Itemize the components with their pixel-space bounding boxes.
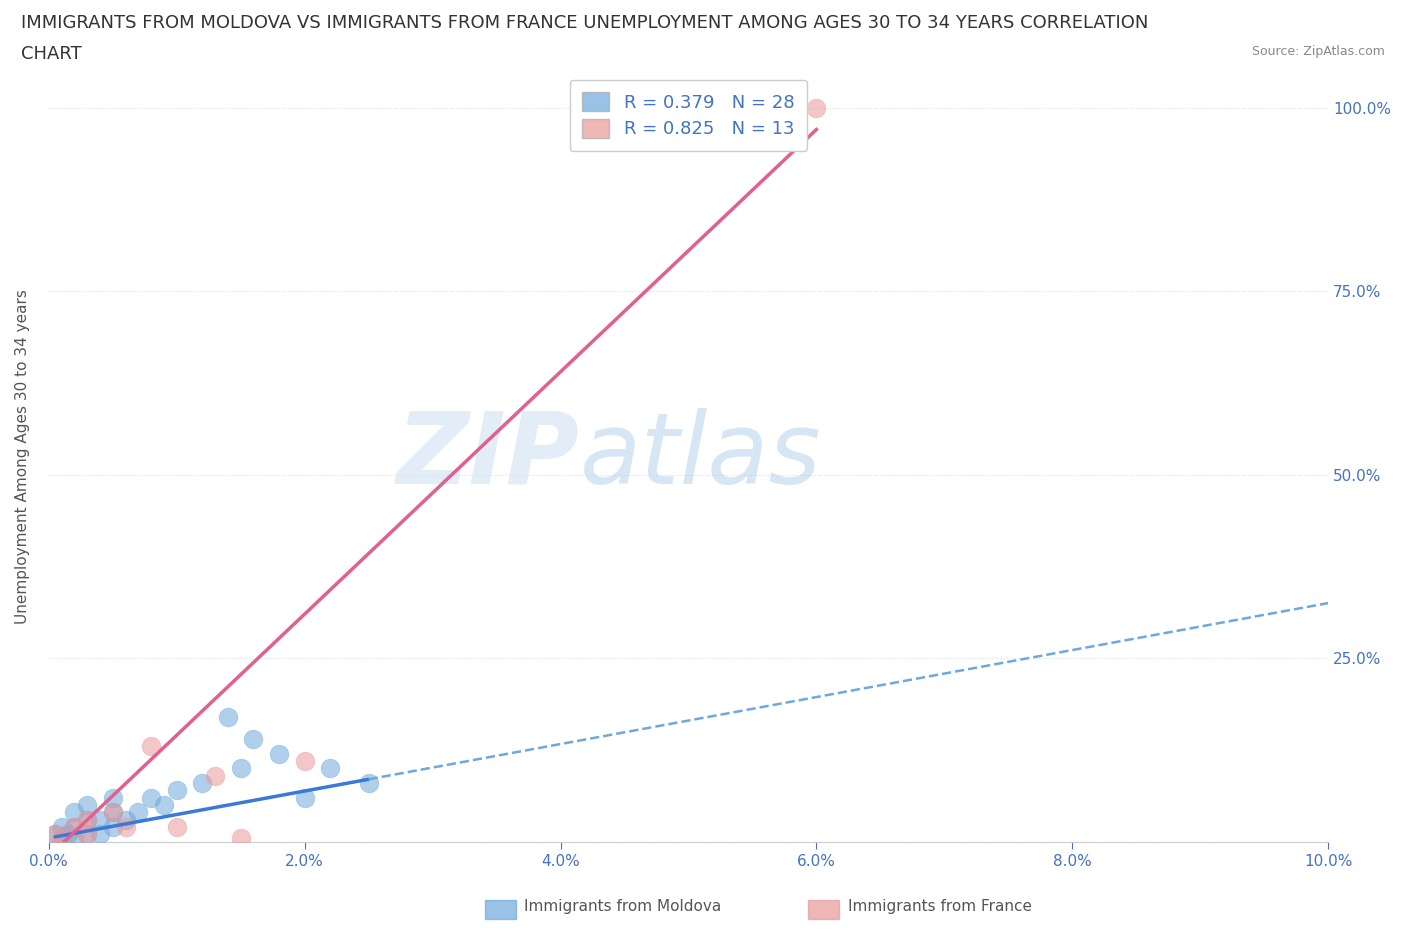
Point (101, 804, 124, 819)
Point (44, 827, 66, 842)
Point (229, 761, 252, 776)
Point (204, 768, 226, 783)
Point (44, 827, 66, 842)
Text: Immigrants from France: Immigrants from France (848, 899, 1032, 914)
Point (51, 819, 73, 834)
Text: CHART: CHART (21, 45, 82, 62)
Text: atlas: atlas (579, 407, 821, 505)
Text: Source: ZipAtlas.com: Source: ZipAtlas.com (1251, 45, 1385, 58)
Point (294, 790, 316, 805)
Point (114, 819, 136, 834)
Point (56, 827, 79, 842)
Point (63, 819, 86, 834)
Point (63, 819, 86, 834)
Text: IMMIGRANTS FROM MOLDOVA VS IMMIGRANTS FROM FRANCE UNEMPLOYMENT AMONG AGES 30 TO : IMMIGRANTS FROM MOLDOVA VS IMMIGRANTS FR… (21, 14, 1149, 32)
Point (101, 804, 124, 819)
Point (76, 812, 98, 827)
Point (294, 753, 316, 768)
Point (76, 798, 98, 813)
Point (89, 827, 111, 842)
Point (267, 746, 290, 761)
Point (76, 827, 98, 842)
Point (63, 804, 86, 819)
Point (101, 790, 124, 805)
Y-axis label: Unemployment Among Ages 30 to 34 years: Unemployment Among Ages 30 to 34 years (15, 289, 30, 624)
Point (166, 783, 188, 798)
Text: Immigrants from Moldova: Immigrants from Moldova (524, 899, 721, 914)
Point (217, 710, 239, 724)
Point (242, 732, 264, 747)
Point (63, 830, 86, 845)
Point (76, 812, 98, 827)
Point (153, 798, 176, 813)
Point (89, 812, 111, 827)
Point (229, 830, 252, 845)
Point (806, 100, 828, 115)
Point (191, 776, 214, 790)
Text: ZIP: ZIP (396, 407, 579, 505)
Legend: R = 0.379   N = 28, R = 0.825   N = 13: R = 0.379 N = 28, R = 0.825 N = 13 (569, 80, 807, 151)
Point (357, 776, 380, 790)
Point (51, 830, 73, 845)
Point (319, 761, 342, 776)
Point (127, 804, 149, 819)
Point (114, 812, 136, 827)
Point (76, 827, 98, 842)
Point (166, 819, 188, 834)
Point (139, 738, 162, 753)
Point (51, 830, 73, 845)
Point (139, 790, 162, 805)
Point (101, 819, 124, 834)
